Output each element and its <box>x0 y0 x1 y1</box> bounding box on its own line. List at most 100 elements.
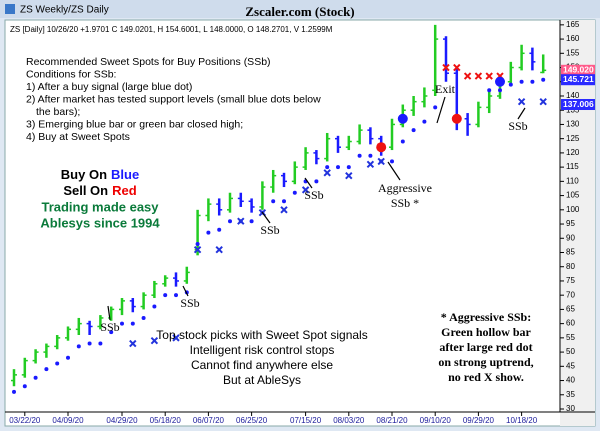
y-tick-label: 100 <box>566 205 580 214</box>
blue-x <box>237 217 245 225</box>
support-dot <box>487 88 492 93</box>
ohlc-bar <box>389 118 395 151</box>
support-dot <box>336 165 340 170</box>
ohlc-bar <box>313 150 320 165</box>
sell-signal <box>451 113 462 124</box>
ohlc-bar <box>43 343 50 358</box>
ohlc-bar <box>464 113 471 136</box>
support-dot <box>400 139 405 144</box>
support-dot <box>76 344 81 349</box>
condition-text: 1) After a buy signal (large blue dot) <box>26 81 192 93</box>
support-dot <box>541 77 546 82</box>
y-tick-label: 40 <box>566 376 575 385</box>
support-dot <box>174 293 178 298</box>
y-tick-label: 110 <box>566 176 579 185</box>
blue-x <box>172 334 180 342</box>
support-dot <box>217 227 222 232</box>
ohlc-bar <box>324 132 331 162</box>
slogan-line: Sell On Red <box>63 183 136 198</box>
support-dot <box>357 153 362 158</box>
promo-text: But at AbleSys <box>223 373 301 387</box>
x-tick-label: 10/18/20 <box>506 416 538 425</box>
ohlc-bar <box>291 161 298 185</box>
ohlc-bar <box>11 369 17 387</box>
ssb-label: SSb <box>304 188 323 202</box>
app-icon <box>5 4 15 14</box>
support-dot <box>44 367 49 372</box>
chart-panel <box>4 19 596 427</box>
x-tick-label: 04/29/20 <box>106 416 138 425</box>
blue-x <box>517 97 526 106</box>
condition-text: 4) Buy at Sweet Spots <box>26 131 130 143</box>
support-dot <box>390 159 394 164</box>
window-title: ZS Weekly/ZS Daily <box>20 5 109 16</box>
promo-text: Top stock picks with Sweet Spot signals <box>156 328 367 342</box>
chart-title: Zscaler.com (Stock) <box>245 4 354 19</box>
y-axis-panel <box>560 20 595 426</box>
y-tick-label: 70 <box>566 290 575 299</box>
support-dot <box>498 88 502 93</box>
pointer-arrow <box>517 107 526 120</box>
y-tick-label: 165 <box>566 20 580 29</box>
ohlc-bar <box>173 272 179 287</box>
red-x <box>453 63 461 72</box>
ohlc-bar <box>518 44 525 71</box>
ohlc-bar <box>507 61 514 85</box>
ohlc-bar <box>216 198 223 216</box>
ohlc-bar <box>302 147 309 170</box>
ssb-label: SSb <box>180 296 199 310</box>
ohlc-bar <box>345 135 352 151</box>
support-dot <box>120 321 124 326</box>
x-tick-label: 07/15/20 <box>290 416 322 425</box>
ohlc-bar <box>129 298 136 313</box>
pointer-arrow <box>436 96 446 124</box>
condition-text: 3) Emerging blue bar or green bar closed… <box>26 118 243 130</box>
blue-x <box>215 245 223 254</box>
ohlc-bar <box>410 95 417 116</box>
y-tick-label: 50 <box>566 347 575 356</box>
x-tick-label: 05/18/20 <box>150 416 182 425</box>
ohlc-bar <box>281 172 287 188</box>
support-dot <box>228 219 232 224</box>
support-dot <box>163 293 168 298</box>
buy-signal <box>495 76 505 87</box>
pointer-arrow <box>107 305 111 321</box>
ohlc-bar <box>183 266 190 284</box>
y-tick-label: 140 <box>566 91 580 100</box>
y-tick-label: 95 <box>566 219 575 228</box>
aggressive-label: Aggressive <box>378 181 432 195</box>
price-label: 145.721 <box>563 74 594 84</box>
pointer-arrow <box>182 285 189 297</box>
title-bar <box>0 0 600 18</box>
ohlc-bar <box>86 320 93 336</box>
slogan-text: Sell On <box>63 183 108 198</box>
ohlc-bar <box>475 101 482 128</box>
support-dot <box>206 230 211 235</box>
ohlc-bar <box>367 127 374 145</box>
ohlc-bar <box>32 349 39 364</box>
blue-x <box>323 169 331 177</box>
ohlc-bar <box>205 198 212 222</box>
ohlc-bar <box>65 326 71 341</box>
support-dot <box>325 165 330 170</box>
aggressive-note: * Aggressive SSb: <box>441 310 531 324</box>
ssb-label: SSb <box>508 119 527 133</box>
support-dot <box>346 165 351 170</box>
ohlc-bar <box>421 87 428 108</box>
ohlc-bar <box>162 275 169 287</box>
support-dot <box>87 341 92 346</box>
support-dot <box>33 375 38 380</box>
support-dot <box>152 304 157 309</box>
ohlc-bar <box>356 124 363 145</box>
support-dot <box>55 361 60 366</box>
ohlc-bar <box>270 169 277 193</box>
exit-label: Exit <box>435 82 456 96</box>
y-tick-label: 105 <box>566 191 580 200</box>
price-label: 149.020 <box>563 65 594 75</box>
support-dot <box>141 315 146 320</box>
y-tick-label: 75 <box>566 276 575 285</box>
blue-x <box>377 157 385 166</box>
ohlc-bar <box>54 335 61 350</box>
price-label-box <box>561 74 595 86</box>
